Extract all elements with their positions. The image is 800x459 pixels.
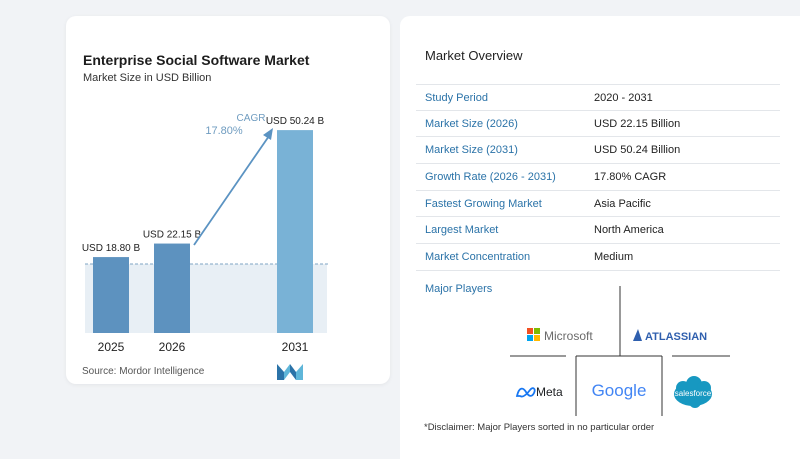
major-players-grid: Microsoft ATLASSIAN Meta Google salesfor…: [510, 286, 730, 416]
table-row: Fastest Growing Market Asia Pacific: [416, 191, 780, 218]
bar-2025: [93, 257, 129, 333]
row-value: Medium: [594, 251, 634, 264]
player-microsoft: Microsoft: [544, 329, 593, 343]
tick-label-2026: 2026: [159, 340, 186, 354]
row-value: 17.80% CAGR: [594, 171, 667, 184]
row-label: Market Concentration: [425, 251, 531, 264]
table-row: Market Concentration Medium: [416, 244, 780, 271]
overview-table: Study Period 2020 - 2031 Market Size (202…: [416, 84, 780, 271]
table-row: Market Size (2026) USD 22.15 Billion: [416, 111, 780, 138]
player-meta: Meta: [536, 385, 563, 399]
atlassian-logo: ATLASSIAN: [633, 329, 707, 343]
row-label: Study Period: [425, 92, 488, 104]
player-atlassian: ATLASSIAN: [645, 331, 707, 343]
data-label-2026: USD 22.15 B: [143, 230, 202, 241]
table-row: Largest Market North America: [416, 217, 780, 245]
market-chart-card: Enterprise Social Software Market Market…: [66, 16, 390, 384]
row-value: 2020 - 2031: [594, 92, 653, 104]
row-label: Fastest Growing Market: [425, 197, 542, 210]
row-value: North America: [594, 224, 664, 237]
row-label: Largest Market: [425, 224, 499, 237]
cagr-arrowhead: [263, 128, 273, 140]
chart-subtitle: Market Size in USD Billion: [83, 72, 212, 84]
chart-title: Enterprise Social Software Market: [83, 52, 310, 68]
row-label: Market Size (2031): [425, 144, 518, 157]
overview-title: Market Overview: [425, 48, 523, 63]
microsoft-logo: Microsoft: [527, 328, 593, 343]
table-row: Growth Rate (2026 - 2031) 17.80% CAGR: [416, 164, 780, 191]
row-value: USD 50.24 Billion: [594, 144, 681, 157]
row-label: Growth Rate (2026 - 2031): [425, 171, 556, 184]
bar-2031: [277, 130, 313, 333]
market-overview-panel: Market Overview Study Period 2020 - 2031 …: [400, 16, 800, 459]
cagr-arrow-line: [193, 135, 270, 246]
major-players-title: Major Players: [425, 283, 493, 295]
data-label-2025: USD 18.80 B: [82, 243, 141, 254]
tick-label-2031: 2031: [282, 340, 309, 354]
bar-chart: USD 18.80 B 2025 USD 22.15 B 2026 USD 50.24 …: [82, 113, 328, 354]
table-row: Study Period 2020 - 2031: [416, 84, 780, 111]
tick-label-2025: 2025: [98, 340, 125, 354]
data-label-2031: USD 50.24 B: [266, 116, 325, 127]
row-label: Market Size (2026): [425, 117, 518, 130]
cagr-label: CAGR: [237, 113, 266, 124]
cagr-value: 17.80%: [205, 125, 243, 137]
table-row: Market Size (2031) USD 50.24 Billion: [416, 137, 780, 165]
player-salesforce: salesforce: [675, 389, 712, 398]
bar-2026: [154, 243, 190, 333]
google-logo: Google: [592, 381, 647, 400]
row-value: Asia Pacific: [594, 197, 651, 210]
row-value: USD 22.15 Billion: [594, 117, 681, 130]
meta-logo: Meta: [515, 385, 563, 399]
player-google: Google: [592, 381, 647, 400]
salesforce-logo: salesforce: [674, 376, 712, 408]
disclaimer: *Disclaimer: Major Players sorted in no …: [424, 422, 655, 433]
mordor-intelligence-logo: [277, 364, 303, 380]
source-note: Source: Mordor Intelligence: [82, 366, 205, 377]
